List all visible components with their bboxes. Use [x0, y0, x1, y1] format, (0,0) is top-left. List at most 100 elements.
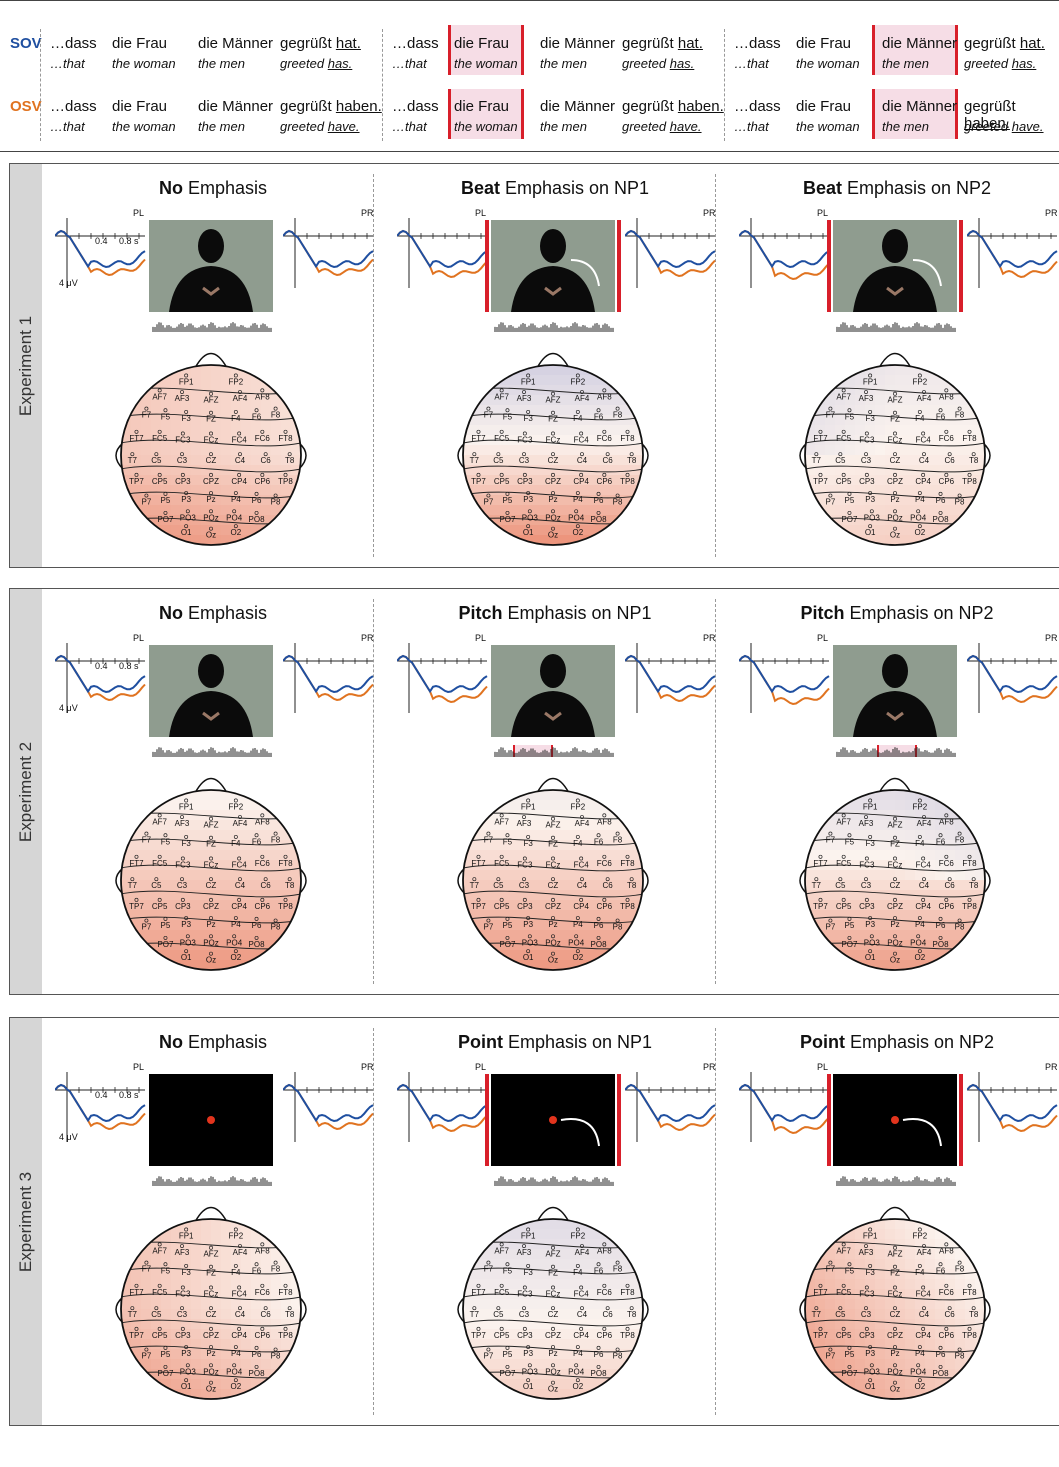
erp-label-pl: PL	[475, 208, 487, 218]
electrode-dot	[551, 1326, 555, 1331]
electrode-label: PO3	[180, 1367, 197, 1376]
electrode-label: C5	[493, 456, 504, 465]
gloss-auxiliary: has.	[669, 56, 695, 71]
electrode-label: F3	[181, 839, 191, 848]
electrode-label: TP7	[813, 477, 828, 486]
electrode-dot	[526, 1263, 531, 1268]
electrode-dot	[522, 1244, 526, 1248]
erp-sov-curve	[397, 1083, 488, 1123]
erp-label-pr: PR	[703, 1062, 716, 1072]
electrode-label: PO4	[226, 938, 243, 947]
sentence-osv-c2-w2: die Frau	[454, 98, 510, 115]
electrode-dot	[551, 526, 555, 531]
erp-label-pl: PL	[475, 633, 487, 643]
electrode-dot	[947, 452, 952, 457]
electrode-dot	[260, 897, 265, 902]
electrode-dot	[864, 1244, 868, 1248]
electrode-dot	[957, 1260, 962, 1265]
electrode-label: PO8	[933, 1369, 950, 1378]
electrode-label: FC4	[916, 435, 932, 444]
electrode-dot	[967, 854, 972, 859]
gloss-osv-c3-w4: greeted have.	[964, 119, 1044, 134]
electrode-label: C6	[261, 456, 272, 465]
electrode-dot	[260, 429, 265, 434]
speaker-body	[169, 691, 253, 737]
electrode-label: F5	[845, 412, 855, 421]
electrode-label: C5	[151, 881, 162, 890]
electrode-dot	[868, 916, 873, 921]
emphasis-marker-bar	[959, 1074, 963, 1166]
electrode-label: PO4	[568, 938, 585, 947]
electrode-label: FCz	[546, 1289, 561, 1298]
electrode-label: F3	[865, 839, 875, 848]
electrode-label: FC5	[836, 434, 852, 443]
electrode-label: Pz	[206, 495, 215, 504]
gloss-participle: greeted	[280, 119, 325, 134]
electrode-dot	[287, 1306, 292, 1311]
electrode-label: PO7	[499, 515, 516, 524]
electrode-dot	[596, 1345, 601, 1350]
electrode-dot	[967, 472, 972, 477]
electrode-label: P8	[271, 1352, 281, 1361]
electrode-dot	[605, 452, 610, 457]
sentence-table: SOV OSV …dass …that die Frau the woman die M…	[0, 0, 1059, 152]
pointing-arrow	[902, 1118, 942, 1147]
electrode-label: Pz	[890, 1349, 899, 1358]
electrode-label: PO4	[568, 1367, 585, 1376]
electrode-dot	[575, 916, 580, 921]
stimulus-video-frame	[833, 220, 957, 312]
electrode-label: T7	[812, 1310, 822, 1319]
audio-waveform	[836, 322, 956, 332]
electrode-label: AFZ	[887, 1250, 902, 1259]
electrode-label: Oz	[206, 531, 216, 540]
electrode-label: P4	[231, 495, 241, 504]
electrode-label: FC5	[152, 434, 168, 443]
erp-left-plot	[55, 1072, 146, 1142]
electrode-label: FC3	[859, 860, 875, 869]
electrode-label: FP2	[913, 377, 928, 386]
electrode-dot	[893, 1306, 897, 1311]
sentence-sov-c2-w4: gegrüßt hat.	[622, 35, 703, 52]
electrode-label: P5	[845, 1350, 855, 1359]
electrode-label: Pz	[206, 1349, 215, 1358]
electrode-dot	[947, 1306, 952, 1311]
audio-waveform	[836, 1176, 956, 1186]
electrode-dot	[893, 526, 897, 531]
electrode-dot	[144, 831, 149, 836]
erp-label-pl: PL	[817, 1062, 829, 1072]
electrode-dot	[180, 472, 185, 477]
experiment-label-text: Experiment 2	[16, 741, 35, 842]
electrode-dot	[522, 452, 526, 457]
speaker-head	[882, 654, 908, 688]
electrode-dot	[499, 1326, 504, 1331]
experiment-label-text: Experiment 3	[16, 1171, 35, 1272]
electrode-label: CP3	[175, 1331, 191, 1340]
electrode-dot	[921, 1285, 926, 1290]
audio-signal	[836, 1176, 956, 1186]
electrode-dot	[551, 410, 555, 415]
electrode-dot	[287, 452, 292, 457]
stimulus-video-frame	[833, 1074, 957, 1166]
erp-right-plot	[625, 218, 716, 288]
erp-sov-curve	[283, 229, 374, 269]
electrode-label: CZ	[206, 456, 217, 465]
electrode-label: FC6	[255, 1288, 271, 1297]
electrode-label: F7	[142, 1265, 152, 1274]
electrode-label: FP1	[521, 377, 536, 386]
electrode-label: T7	[470, 1310, 480, 1319]
electrode-dot	[273, 493, 278, 498]
electrode-label: O2	[573, 1382, 584, 1391]
electrode-label: P4	[573, 495, 583, 504]
electrode-dot	[575, 409, 580, 414]
electrode-dot	[499, 1283, 504, 1288]
electrode-dot	[238, 1244, 242, 1248]
gloss-sov-c3-w4: greeted has.	[964, 56, 1036, 71]
electrode-label: C6	[261, 881, 272, 890]
electrode-label: P3	[865, 920, 875, 929]
electrode-dot	[828, 1347, 833, 1352]
electrode-dot	[625, 897, 630, 902]
electrode-dot	[967, 429, 972, 434]
condition-title-rest: Emphasis	[182, 1032, 268, 1052]
erp-sov-curve	[739, 1083, 830, 1123]
experiment-side-label: Experiment 3	[10, 1018, 42, 1425]
